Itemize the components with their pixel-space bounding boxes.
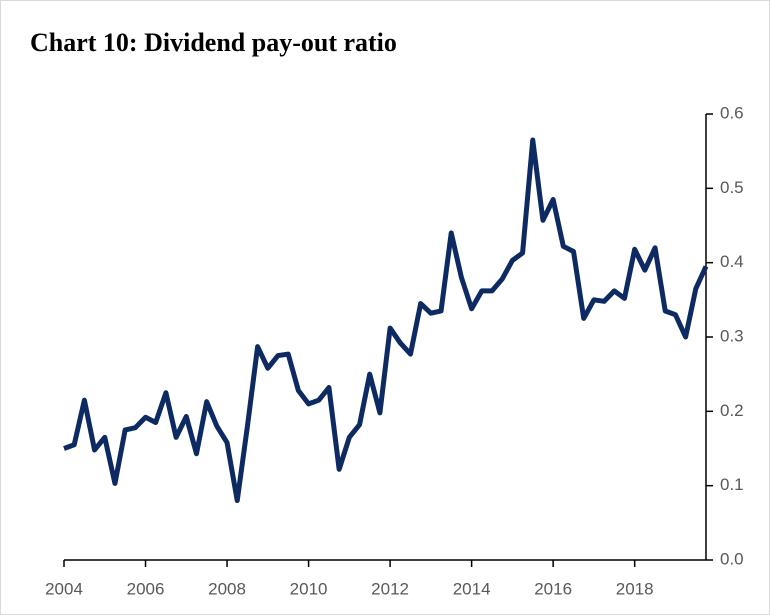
x-tick-label: 2016 [534, 579, 572, 598]
y-tick-label: 0.4 [720, 252, 744, 271]
x-tick-label: 2010 [290, 579, 328, 598]
data-line [63, 137, 709, 504]
y-tick-label: 0.1 [720, 475, 744, 494]
y-tick-label: 0.2 [720, 401, 744, 420]
x-tick-label: 2014 [453, 579, 491, 598]
y-tick-label: 0.3 [720, 326, 744, 345]
chart-title: Chart 10: Dividend pay-out ratio [30, 28, 397, 57]
x-tick-label: 2006 [127, 579, 165, 598]
y-tick-label: 0.6 [720, 103, 744, 122]
x-tick-label: 2004 [45, 579, 83, 598]
x-tick-label: 2008 [208, 579, 246, 598]
y-tick-label: 0.0 [720, 549, 744, 568]
x-tick-label: 2018 [616, 579, 654, 598]
y-tick-label: 0.5 [720, 178, 744, 197]
x-tick-label: 2012 [371, 579, 409, 598]
